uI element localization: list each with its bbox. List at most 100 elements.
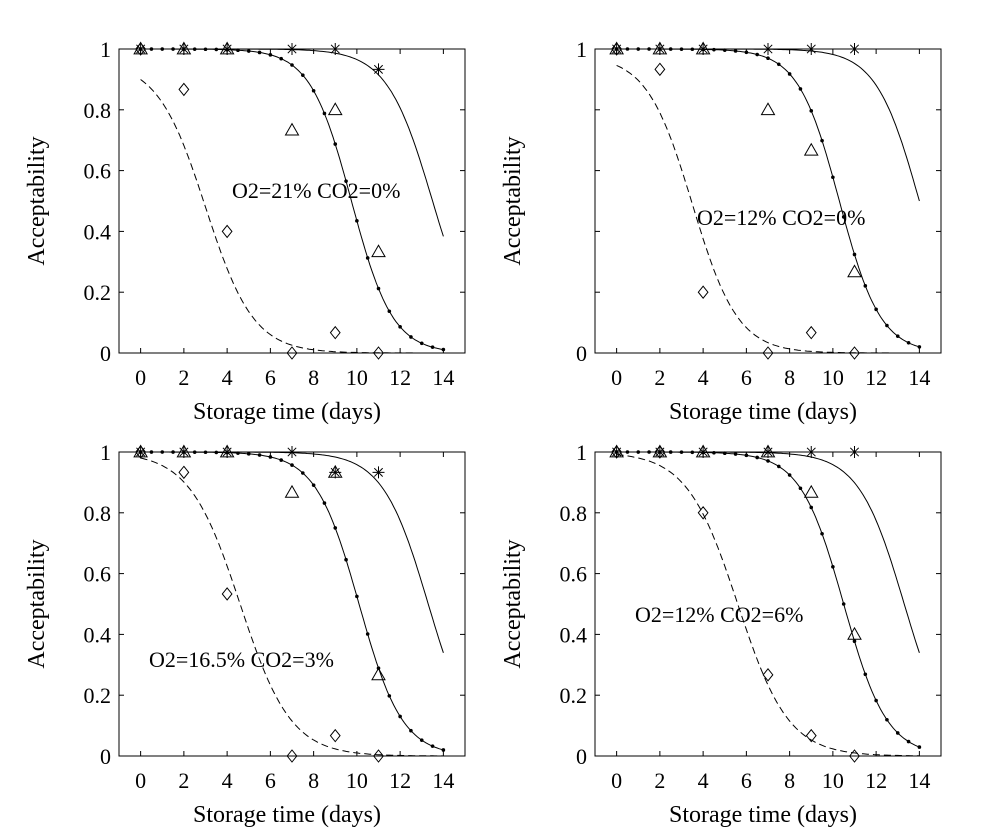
- triangle-marker: [803, 484, 819, 498]
- y-tick-label: 1: [100, 440, 111, 465]
- x-axis-label: Storage time (days): [669, 399, 857, 425]
- star-marker: [134, 446, 147, 458]
- curve-dot: [777, 62, 781, 67]
- diamond-marker: [849, 346, 860, 360]
- diamond-marker: [762, 346, 774, 360]
- y-axis-label: Acceptability: [24, 539, 50, 668]
- curve-dot: [809, 109, 814, 113]
- diamond-marker: [221, 224, 233, 239]
- x-tick-label: 8: [784, 768, 795, 793]
- triangle-marker: [847, 264, 862, 278]
- curve-dot: [777, 464, 781, 469]
- curve-dot: [344, 179, 348, 183]
- curve-dot: [398, 325, 402, 329]
- x-tick-label: 4: [222, 365, 233, 390]
- triangle-marker: [371, 667, 386, 681]
- triangle-marker: [847, 626, 862, 640]
- y-tick-label: 0.6: [84, 562, 112, 587]
- y-tick-label: 0: [100, 744, 111, 769]
- star-marker: [610, 43, 623, 55]
- curve-dot: [831, 564, 835, 569]
- curve-dot: [917, 745, 922, 749]
- x-tick-label: 10: [822, 768, 844, 793]
- diamond-marker: [654, 62, 666, 77]
- y-axis-label: Acceptability: [24, 136, 50, 265]
- curve-dot: [409, 335, 413, 339]
- diamond-marker: [221, 587, 233, 601]
- x-tick-label: 4: [698, 768, 709, 793]
- x-tick-label: 2: [178, 768, 189, 793]
- x-tick-label: 0: [135, 365, 146, 390]
- curve-dashed: [616, 454, 920, 757]
- curve-dot: [755, 52, 759, 57]
- curve-dot: [798, 87, 803, 91]
- x-tick-label: 0: [611, 768, 622, 793]
- y-tick-label: 0.6: [84, 159, 112, 184]
- curve-solid: [140, 48, 444, 237]
- y-tick-label: 0.4: [84, 219, 112, 244]
- curve-dot: [246, 452, 251, 456]
- star-marker: [653, 446, 666, 458]
- y-tick-label: 0.8: [84, 501, 112, 526]
- curve-dot: [712, 47, 716, 52]
- curve-dot: [852, 639, 857, 644]
- x-tick-label: 8: [308, 768, 319, 793]
- curve-dot: [279, 458, 283, 462]
- y-tick-label: 0.4: [84, 622, 112, 647]
- curve-dot: [744, 453, 749, 458]
- x-tick-label: 12: [865, 768, 887, 793]
- star-marker: [286, 446, 298, 458]
- diamond-marker: [329, 728, 341, 743]
- y-tick-label: 0.8: [560, 501, 588, 526]
- star-marker: [653, 43, 666, 55]
- star-marker: [697, 446, 710, 458]
- chart-panel-2: 0 2 4 6 8 10 12 14 0 1 Storage time (days) Acceptab…: [500, 37, 942, 425]
- diamond-marker: [373, 346, 384, 360]
- y-tick-label: 0.2: [84, 683, 112, 708]
- diamond-marker: [373, 749, 384, 763]
- diamond-marker: [178, 465, 190, 480]
- y-tick-label: 0: [576, 744, 587, 769]
- y-axis-label: Acceptability: [500, 539, 526, 668]
- curve-dot: [430, 345, 435, 349]
- x-tick-label: 4: [698, 365, 709, 390]
- x-tick-label: 12: [865, 365, 887, 390]
- curve-dot: [787, 473, 792, 477]
- curve-dot: [301, 73, 305, 77]
- y-tick-label: 0.2: [84, 280, 112, 305]
- x-tick-label: 2: [654, 365, 665, 390]
- x-tick-label: 6: [741, 365, 752, 390]
- plot-frame: [594, 48, 942, 354]
- curve-dashed: [140, 457, 444, 757]
- star-marker: [329, 43, 342, 55]
- star-marker: [805, 446, 818, 458]
- star-marker: [221, 446, 234, 458]
- y-tick-label: 1: [576, 37, 587, 62]
- curve-dotted-line: [140, 451, 444, 751]
- condition-annotation: O2=21% CO2=0%: [232, 178, 400, 203]
- curve-dot: [820, 531, 824, 536]
- triangle-marker: [371, 244, 386, 258]
- curve-dot: [387, 694, 392, 698]
- curve-dot: [365, 256, 370, 260]
- triangle-marker: [803, 142, 819, 156]
- curve-dot: [376, 286, 381, 291]
- curve-dot: [387, 309, 392, 314]
- x-tick-label: 12: [389, 768, 411, 793]
- curve-dot: [895, 334, 900, 338]
- x-tick-label: 14: [908, 768, 930, 793]
- x-tick-label: 6: [265, 365, 276, 390]
- x-tick-label: 2: [654, 768, 665, 793]
- curve-dot: [430, 744, 435, 748]
- y-tick-label: 0.4: [560, 622, 588, 647]
- curve-dot: [419, 738, 424, 742]
- curve-dot: [885, 717, 889, 722]
- star-marker: [848, 43, 861, 55]
- star-marker: [177, 446, 190, 458]
- x-tick-label: 6: [265, 768, 276, 793]
- diamond-marker: [805, 728, 817, 743]
- diamond-marker: [762, 668, 774, 682]
- curve-dot: [766, 56, 770, 61]
- curve-dotted-line: [616, 451, 920, 748]
